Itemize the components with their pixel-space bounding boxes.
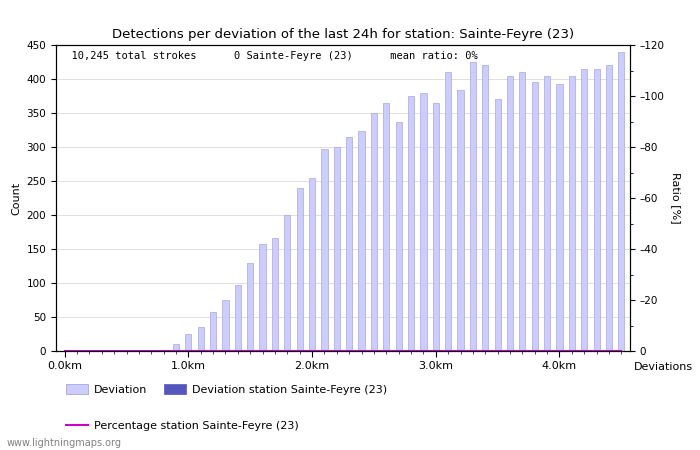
Bar bbox=[408, 96, 414, 351]
Bar bbox=[346, 138, 352, 351]
Percentage station Sainte-Feyre (23) bbox=[592, 348, 601, 354]
Percentage station Sainte-Feyre (23) bbox=[110, 348, 118, 354]
Percentage station Sainte-Feyre (23) bbox=[555, 348, 564, 354]
Percentage station Sainte-Feyre (23) bbox=[580, 348, 589, 354]
Percentage station Sainte-Feyre (23) bbox=[568, 348, 576, 354]
Percentage station Sainte-Feyre (23) bbox=[432, 348, 440, 354]
Percentage station Sainte-Feyre (23) bbox=[197, 348, 205, 354]
Bar bbox=[160, 350, 167, 351]
Percentage station Sainte-Feyre (23) bbox=[481, 348, 489, 354]
Bar bbox=[148, 350, 154, 351]
Bar bbox=[309, 178, 315, 351]
Text: 10,245 total strokes      0 Sainte-Feyre (23)      mean ratio: 0%: 10,245 total strokes 0 Sainte-Feyre (23)… bbox=[59, 51, 477, 61]
Percentage station Sainte-Feyre (23) bbox=[184, 348, 192, 354]
Percentage station Sainte-Feyre (23) bbox=[221, 348, 230, 354]
Bar bbox=[532, 82, 538, 351]
Bar bbox=[445, 72, 452, 351]
Percentage station Sainte-Feyre (23) bbox=[617, 348, 626, 354]
Percentage station Sainte-Feyre (23) bbox=[73, 348, 81, 354]
Bar bbox=[197, 327, 204, 351]
Bar bbox=[371, 113, 377, 351]
Bar bbox=[210, 311, 216, 351]
Bar bbox=[173, 344, 179, 351]
Percentage station Sainte-Feyre (23) bbox=[605, 348, 613, 354]
Bar bbox=[457, 90, 463, 351]
Bar bbox=[544, 76, 550, 351]
Bar bbox=[272, 238, 278, 351]
Percentage station Sainte-Feyre (23) bbox=[469, 348, 477, 354]
Bar bbox=[395, 122, 402, 351]
Bar bbox=[420, 93, 426, 351]
Bar bbox=[186, 334, 192, 351]
Percentage station Sainte-Feyre (23) bbox=[345, 348, 354, 354]
Percentage station Sainte-Feyre (23) bbox=[395, 348, 403, 354]
Percentage station Sainte-Feyre (23) bbox=[456, 348, 465, 354]
Title: Detections per deviation of the last 24h for station: Sainte-Feyre (23): Detections per deviation of the last 24h… bbox=[112, 28, 574, 41]
Y-axis label: Count: Count bbox=[11, 181, 21, 215]
Percentage station Sainte-Feyre (23) bbox=[160, 348, 168, 354]
Bar bbox=[618, 52, 624, 351]
Bar bbox=[223, 300, 229, 351]
Legend: Percentage station Sainte-Feyre (23): Percentage station Sainte-Feyre (23) bbox=[62, 417, 303, 436]
Bar bbox=[433, 103, 439, 351]
Bar bbox=[284, 215, 290, 351]
Bar bbox=[507, 76, 513, 351]
Y-axis label: Ratio [%]: Ratio [%] bbox=[671, 172, 681, 224]
Bar bbox=[519, 72, 526, 351]
Text: Deviations: Deviations bbox=[634, 362, 692, 372]
Percentage station Sainte-Feyre (23) bbox=[97, 348, 106, 354]
Bar bbox=[334, 147, 340, 351]
Bar bbox=[297, 188, 303, 351]
Bar bbox=[358, 131, 365, 351]
Bar bbox=[569, 76, 575, 351]
Percentage station Sainte-Feyre (23) bbox=[506, 348, 514, 354]
Bar bbox=[482, 65, 489, 351]
Percentage station Sainte-Feyre (23) bbox=[134, 348, 143, 354]
Percentage station Sainte-Feyre (23) bbox=[209, 348, 217, 354]
Percentage station Sainte-Feyre (23) bbox=[147, 348, 155, 354]
Percentage station Sainte-Feyre (23) bbox=[407, 348, 415, 354]
Bar bbox=[494, 99, 500, 351]
Bar bbox=[470, 62, 476, 351]
Bar bbox=[234, 285, 241, 351]
Percentage station Sainte-Feyre (23) bbox=[370, 348, 378, 354]
Percentage station Sainte-Feyre (23) bbox=[419, 348, 428, 354]
Percentage station Sainte-Feyre (23) bbox=[320, 348, 328, 354]
Percentage station Sainte-Feyre (23) bbox=[308, 348, 316, 354]
Bar bbox=[606, 65, 612, 351]
Percentage station Sainte-Feyre (23) bbox=[531, 348, 539, 354]
Percentage station Sainte-Feyre (23) bbox=[382, 348, 391, 354]
Percentage station Sainte-Feyre (23) bbox=[295, 348, 304, 354]
Bar bbox=[260, 243, 266, 351]
Percentage station Sainte-Feyre (23) bbox=[271, 348, 279, 354]
Bar bbox=[383, 103, 389, 351]
Percentage station Sainte-Feyre (23) bbox=[60, 348, 69, 354]
Percentage station Sainte-Feyre (23) bbox=[494, 348, 502, 354]
Percentage station Sainte-Feyre (23) bbox=[85, 348, 94, 354]
Percentage station Sainte-Feyre (23) bbox=[122, 348, 131, 354]
Bar bbox=[556, 85, 563, 351]
Text: www.lightningmaps.org: www.lightningmaps.org bbox=[7, 438, 122, 448]
Percentage station Sainte-Feyre (23) bbox=[258, 348, 267, 354]
Percentage station Sainte-Feyre (23) bbox=[172, 348, 180, 354]
Percentage station Sainte-Feyre (23) bbox=[543, 348, 552, 354]
Legend: Deviation, Deviation station Sainte-Feyre (23): Deviation, Deviation station Sainte-Feyr… bbox=[62, 380, 391, 400]
Bar bbox=[594, 69, 600, 351]
Percentage station Sainte-Feyre (23) bbox=[234, 348, 242, 354]
Percentage station Sainte-Feyre (23) bbox=[246, 348, 254, 354]
Bar bbox=[136, 350, 142, 351]
Percentage station Sainte-Feyre (23) bbox=[332, 348, 341, 354]
Bar bbox=[247, 263, 253, 351]
Percentage station Sainte-Feyre (23) bbox=[518, 348, 526, 354]
Bar bbox=[581, 69, 587, 351]
Bar bbox=[321, 149, 328, 351]
Percentage station Sainte-Feyre (23) bbox=[358, 348, 366, 354]
Percentage station Sainte-Feyre (23) bbox=[283, 348, 291, 354]
Percentage station Sainte-Feyre (23) bbox=[444, 348, 452, 354]
